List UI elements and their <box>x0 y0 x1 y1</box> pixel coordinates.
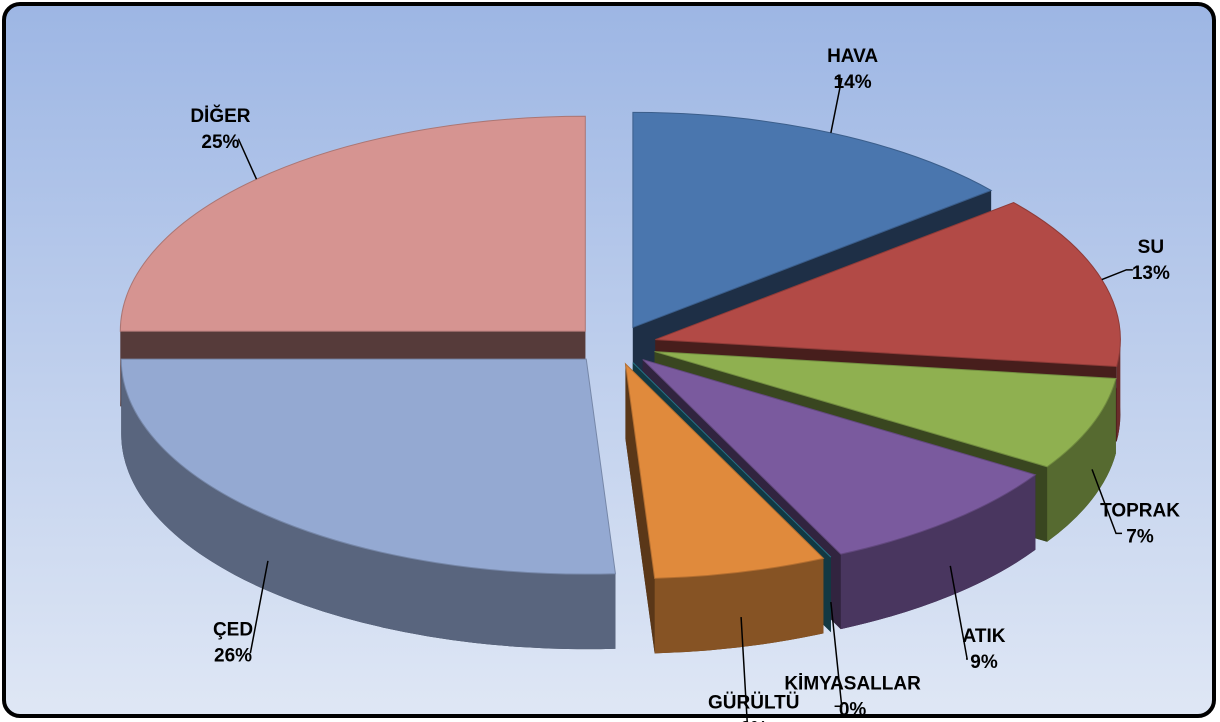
slice-value-label: 6% <box>740 719 768 722</box>
slice-edge <box>625 363 655 654</box>
slices <box>119 111 1121 654</box>
slice-top <box>624 362 825 579</box>
slice-top <box>632 111 993 329</box>
slice-value-label: 7% <box>1126 526 1154 547</box>
slice-value-label: 14% <box>834 72 872 93</box>
leader-line <box>830 78 843 134</box>
slice-label: GÜRÜLTÜ <box>708 693 799 714</box>
slice-label: ÇED <box>213 620 253 641</box>
slice-label: HAVA <box>827 46 878 67</box>
slice-side <box>840 474 1036 630</box>
slice-side <box>121 359 616 650</box>
leader-line <box>949 565 969 660</box>
slice-label: KİMYASALLAR <box>784 673 921 694</box>
slice-top <box>119 115 586 332</box>
slice-value-label: 9% <box>970 652 998 673</box>
slice-top <box>654 351 1117 468</box>
slice-label: DİĞER <box>190 105 250 127</box>
slice-label: TOPRAK <box>1100 500 1180 521</box>
leader-line <box>740 617 748 722</box>
slice <box>120 358 617 650</box>
slice-value-label: 26% <box>214 646 252 667</box>
leader-line <box>1091 469 1123 535</box>
leader-line <box>249 560 269 654</box>
slice-side <box>654 558 824 654</box>
leader-line <box>237 138 258 180</box>
slice-value-label: 0% <box>839 699 867 720</box>
slice <box>624 362 825 654</box>
slice-top <box>642 359 1037 555</box>
leader-line <box>1101 269 1133 281</box>
labels: HAVA 14% SU 13% TOPRAK 7% ATIK 9% KİMYASALLAR 0% G… <box>190 46 1180 722</box>
slice-top <box>632 362 832 558</box>
slice-label: SU <box>1138 237 1164 258</box>
slice-label: ATIK <box>963 626 1006 647</box>
slice-top <box>120 358 617 575</box>
slice-side <box>1047 378 1116 542</box>
leader-line <box>830 602 843 707</box>
slice-value-label: 25% <box>201 132 239 153</box>
slice-side <box>1116 339 1121 442</box>
slice-value-label: 13% <box>1132 263 1170 284</box>
